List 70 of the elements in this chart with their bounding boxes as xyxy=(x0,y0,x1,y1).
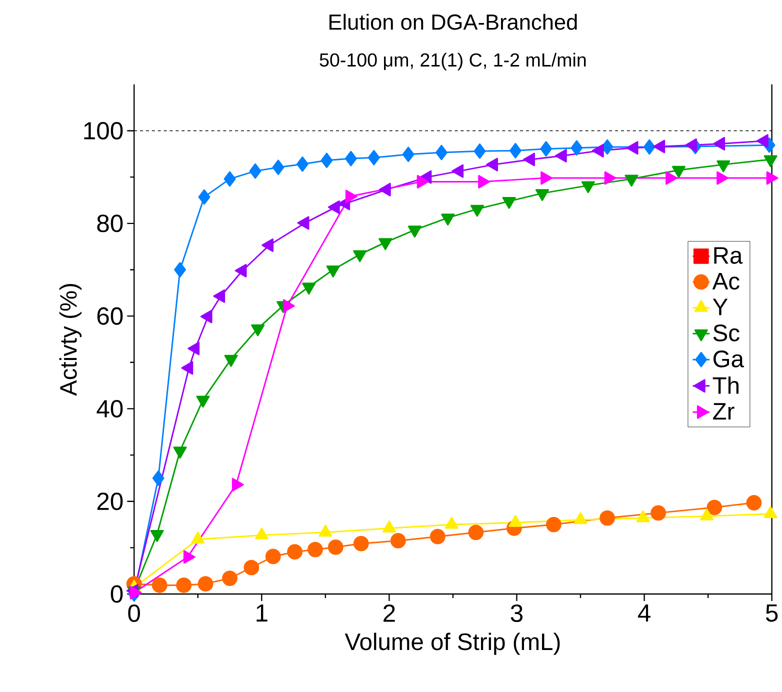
x-tick-label: 2 xyxy=(384,604,395,622)
point xyxy=(198,189,210,205)
y-axis-title: Activty (%) xyxy=(59,284,82,396)
x-tick-label: 3 xyxy=(510,604,523,622)
point xyxy=(302,282,316,294)
point xyxy=(436,144,448,160)
point xyxy=(265,548,281,564)
point xyxy=(188,342,200,356)
y-tick-label: 0 xyxy=(110,585,123,603)
point xyxy=(297,216,310,230)
point xyxy=(452,164,464,178)
point xyxy=(152,577,168,593)
point xyxy=(540,140,552,156)
point xyxy=(328,539,344,555)
y-tick-label: 60 xyxy=(97,307,123,325)
point xyxy=(173,446,187,458)
point xyxy=(152,470,164,486)
point xyxy=(224,171,236,186)
y-tick-label: 40 xyxy=(96,400,123,418)
point xyxy=(320,152,333,168)
point xyxy=(308,542,323,558)
point xyxy=(570,140,583,156)
y-tick-label: 100 xyxy=(84,122,123,140)
point xyxy=(176,577,192,593)
point xyxy=(441,213,455,226)
legend-label: Sc xyxy=(713,324,740,342)
point xyxy=(390,532,406,548)
point xyxy=(430,528,446,544)
x-tick-label: 0 xyxy=(128,604,140,622)
legend-label: Ra xyxy=(714,247,743,264)
point xyxy=(474,143,486,159)
point xyxy=(272,159,284,175)
point xyxy=(198,576,214,592)
point xyxy=(296,156,308,172)
point xyxy=(287,544,303,560)
point xyxy=(174,262,186,278)
point xyxy=(510,142,522,158)
x-axis-title: Volume of Strip (mL) xyxy=(344,632,560,655)
chart-subtitle: 50-100 μm, 21(1) C, 1-2 mL/min xyxy=(320,52,586,70)
point xyxy=(468,524,484,540)
point xyxy=(643,139,656,154)
legend-label: Ga xyxy=(714,350,744,368)
x-tick-label: 4 xyxy=(638,604,650,622)
point xyxy=(601,139,614,154)
point xyxy=(222,570,238,586)
chart-title: Elution on DGA-Branched xyxy=(329,14,577,30)
point xyxy=(244,560,260,576)
point xyxy=(368,150,380,166)
point xyxy=(353,536,369,552)
legend-label: Y xyxy=(712,298,728,315)
legend-label: Zr xyxy=(713,402,734,420)
point xyxy=(181,361,194,375)
point xyxy=(344,150,357,166)
point xyxy=(402,146,414,162)
legend-label: Th xyxy=(712,376,738,394)
y-tick-label: 80 xyxy=(97,214,123,232)
x-tick-label: 5 xyxy=(766,604,778,622)
point xyxy=(486,158,498,172)
point xyxy=(234,264,247,278)
point xyxy=(213,289,226,303)
point xyxy=(546,516,562,532)
x-tick-label: 1 xyxy=(256,604,268,622)
point xyxy=(600,510,615,526)
y-tick-label: 20 xyxy=(97,492,123,510)
legend-label: Ac xyxy=(712,272,740,290)
point xyxy=(262,238,274,252)
point xyxy=(706,500,722,515)
point xyxy=(650,505,666,520)
point xyxy=(746,494,762,510)
point xyxy=(249,163,262,179)
